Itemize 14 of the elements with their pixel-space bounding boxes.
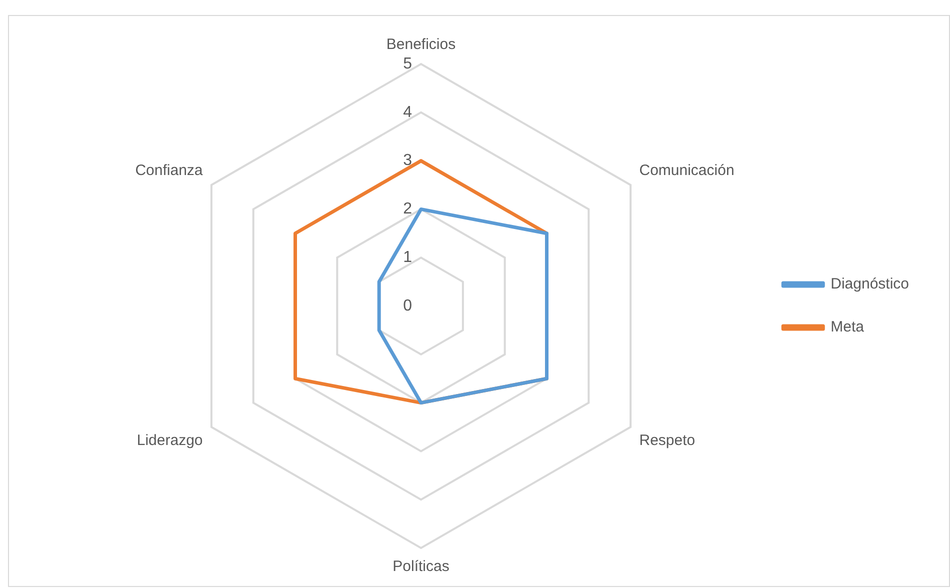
spoke-label: Comunicación — [639, 162, 734, 180]
spoke-label: Liderazgo — [136, 432, 203, 450]
legend-label: Diagnóstico — [830, 276, 910, 293]
y-tick-label: 4 — [403, 104, 412, 121]
spoke-label: Políticas — [392, 558, 450, 576]
y-tick-label: 3 — [403, 152, 412, 170]
y-tick-label: 1 — [403, 249, 412, 266]
spoke-label: Confianza — [135, 162, 204, 180]
y-tick-label: 5 — [403, 55, 412, 72]
spoke-label: Beneficios — [386, 36, 456, 54]
y-tick-label: 0 — [403, 297, 412, 314]
legend-label: Meta — [830, 318, 865, 336]
y-tick-label: 2 — [403, 200, 412, 218]
spoke-label: Respeto — [639, 432, 696, 450]
